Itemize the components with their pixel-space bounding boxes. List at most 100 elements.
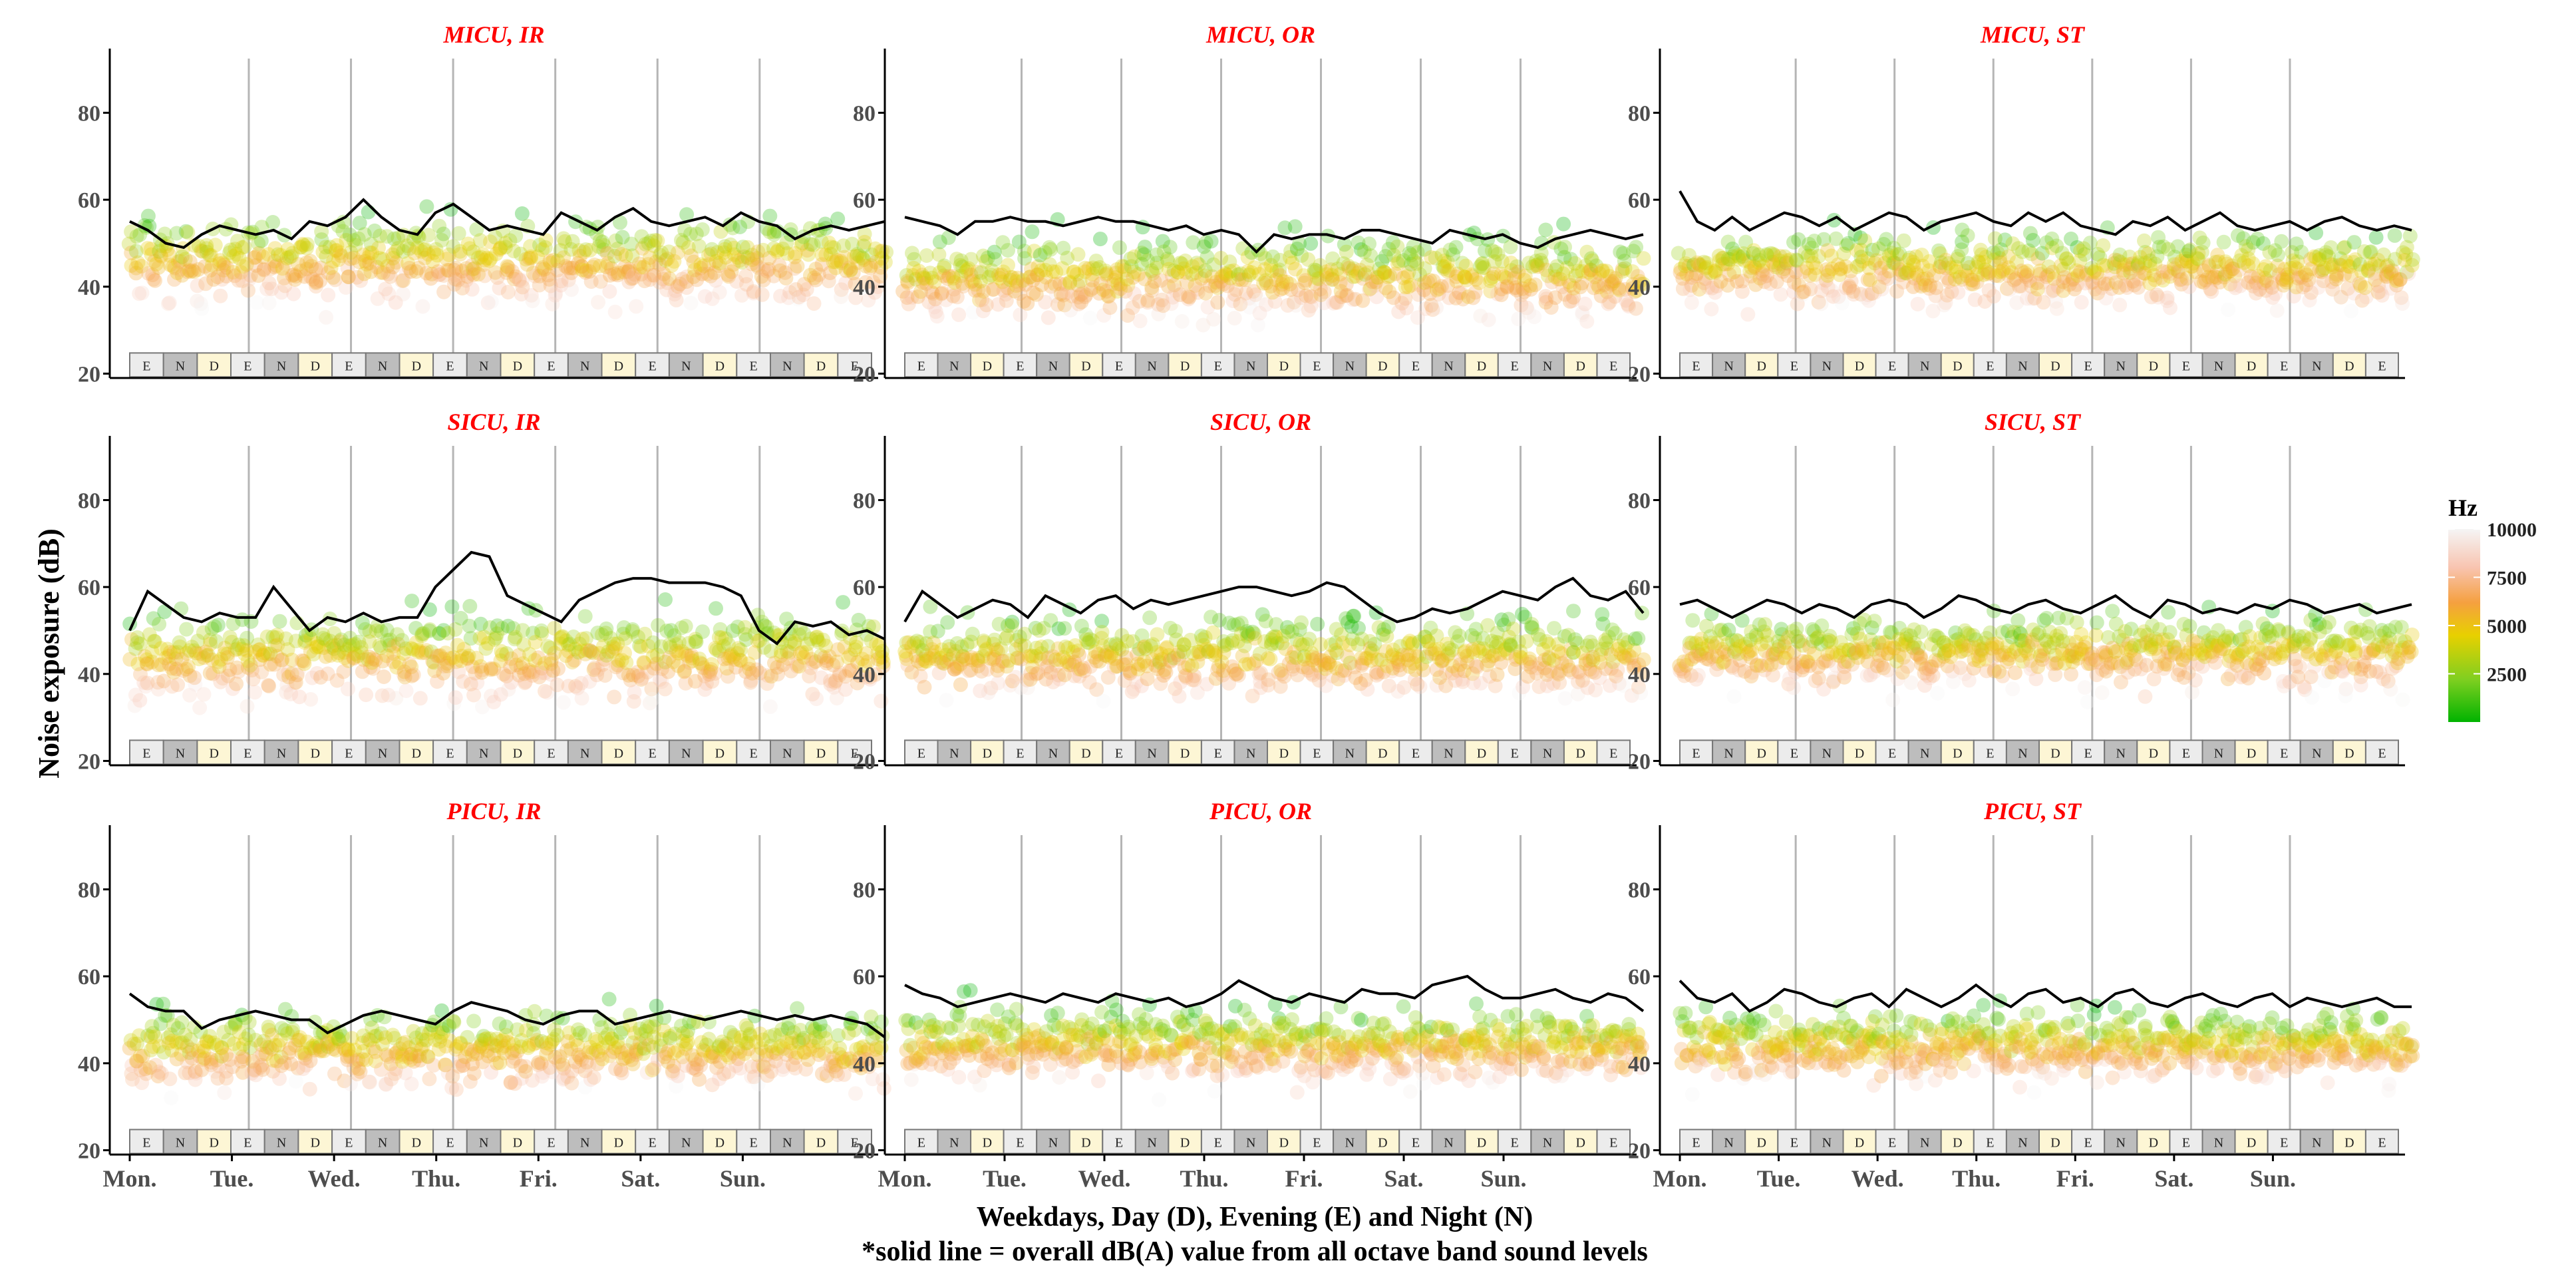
- scatter-point: [349, 270, 365, 285]
- scatter-point: [182, 254, 198, 270]
- scatter-point: [919, 248, 934, 263]
- scatter-point: [299, 255, 314, 270]
- scatter-point: [341, 681, 355, 697]
- scatter-point: [422, 1071, 437, 1087]
- scatter-point: [1412, 679, 1428, 694]
- scatter-point: [329, 243, 344, 258]
- scatter-point: [550, 262, 565, 277]
- strip-label: E: [2084, 746, 2092, 761]
- scatter-point: [500, 260, 516, 275]
- scatter-point: [342, 227, 357, 242]
- strip-label: D: [1180, 359, 1190, 373]
- scatter-point: [582, 264, 597, 279]
- scatter-point: [683, 295, 699, 311]
- scatter-point: [2323, 240, 2338, 255]
- scatter-point: [2257, 665, 2272, 681]
- strip-label: N: [2018, 359, 2027, 373]
- scatter-point: [448, 268, 463, 283]
- strip-label: D: [1081, 746, 1090, 761]
- scatter-point: [237, 239, 252, 254]
- scatter-point: [1294, 615, 1309, 630]
- scatter-point: [542, 254, 558, 269]
- scatter-point: [500, 285, 516, 299]
- scatter-point: [148, 273, 162, 288]
- scatter-point: [535, 260, 550, 275]
- scatter-point: [593, 274, 608, 289]
- scatter-point: [174, 1015, 190, 1030]
- scatter-point: [528, 268, 543, 283]
- scatter-point: [174, 249, 190, 264]
- scatter-point: [575, 262, 590, 277]
- strip-label: N: [1724, 359, 1733, 373]
- strip-label: N: [1543, 359, 1552, 373]
- scatter-point: [1025, 224, 1040, 240]
- scatter-point: [363, 245, 378, 260]
- panel-picu-ir: PICU, IRE N D E N D E N D E N D E N D E N D E N D E20406080Mo…: [78, 798, 891, 1192]
- scatter-point: [362, 256, 377, 271]
- scatter-point: [299, 262, 314, 277]
- scatter-point: [448, 272, 463, 287]
- scatter-point: [352, 254, 367, 270]
- scatter-point: [446, 277, 462, 292]
- y-tick-label: 60: [853, 576, 876, 600]
- scatter-point: [359, 257, 375, 272]
- scatter-point: [313, 260, 329, 275]
- scatter-point: [488, 265, 503, 280]
- scatter-point: [372, 251, 387, 266]
- scatter-point: [583, 242, 598, 258]
- strip-label: D: [209, 359, 218, 373]
- scatter-point: [462, 241, 477, 256]
- scatter-point: [600, 256, 615, 271]
- scatter-point: [2094, 685, 2110, 700]
- scatter-point: [1566, 604, 1581, 619]
- scatter-point: [152, 244, 167, 259]
- scatter-point: [619, 655, 634, 670]
- scatter-point: [198, 276, 214, 291]
- scatter-point: [249, 295, 265, 310]
- scatter-point: [754, 287, 770, 302]
- scatter-point: [303, 269, 318, 284]
- scatter-point: [1168, 624, 1183, 639]
- strip-label: N: [1822, 359, 1832, 373]
- scatter-point: [500, 262, 515, 277]
- scatter-point: [203, 263, 218, 278]
- scatter-point: [2161, 605, 2176, 620]
- scatter-point: [226, 249, 241, 264]
- scatter-point: [407, 246, 422, 261]
- scatter-point: [508, 228, 524, 244]
- scatter-point: [492, 281, 507, 295]
- scatter-point: [132, 286, 147, 301]
- scatter-point: [953, 677, 968, 692]
- strip-label: E: [1986, 746, 1994, 761]
- scatter-point: [370, 291, 385, 306]
- scatter-point: [572, 248, 587, 264]
- scatter-point: [183, 264, 198, 279]
- scatter-point: [590, 220, 605, 235]
- strip-label: D: [1180, 746, 1190, 761]
- strip-label: N: [1345, 746, 1355, 761]
- scatter-point: [556, 231, 571, 246]
- scatter-point: [351, 231, 366, 246]
- scatter-point: [462, 599, 478, 614]
- scatter-point: [166, 259, 181, 274]
- strip-label: E: [648, 746, 656, 761]
- scatter-point: [458, 261, 474, 276]
- scatter-point: [153, 248, 168, 263]
- scatter-point: [2395, 296, 2410, 311]
- scatter-point: [498, 240, 513, 255]
- scatter-point: [2338, 688, 2353, 703]
- strip-label: D: [816, 746, 826, 761]
- scatter-point: [2383, 681, 2398, 697]
- strip-label: N: [782, 359, 792, 373]
- strip-label: E: [1016, 746, 1024, 761]
- strip-label: E: [243, 746, 251, 761]
- scatter-point: [399, 238, 414, 254]
- scatter-point: [144, 242, 159, 257]
- scatter-point: [387, 231, 402, 246]
- scatter-point: [604, 261, 619, 276]
- scatter-point: [314, 232, 329, 248]
- scatter-point: [186, 264, 202, 279]
- scatter-point: [346, 233, 361, 248]
- scatter-points: [122, 992, 891, 1105]
